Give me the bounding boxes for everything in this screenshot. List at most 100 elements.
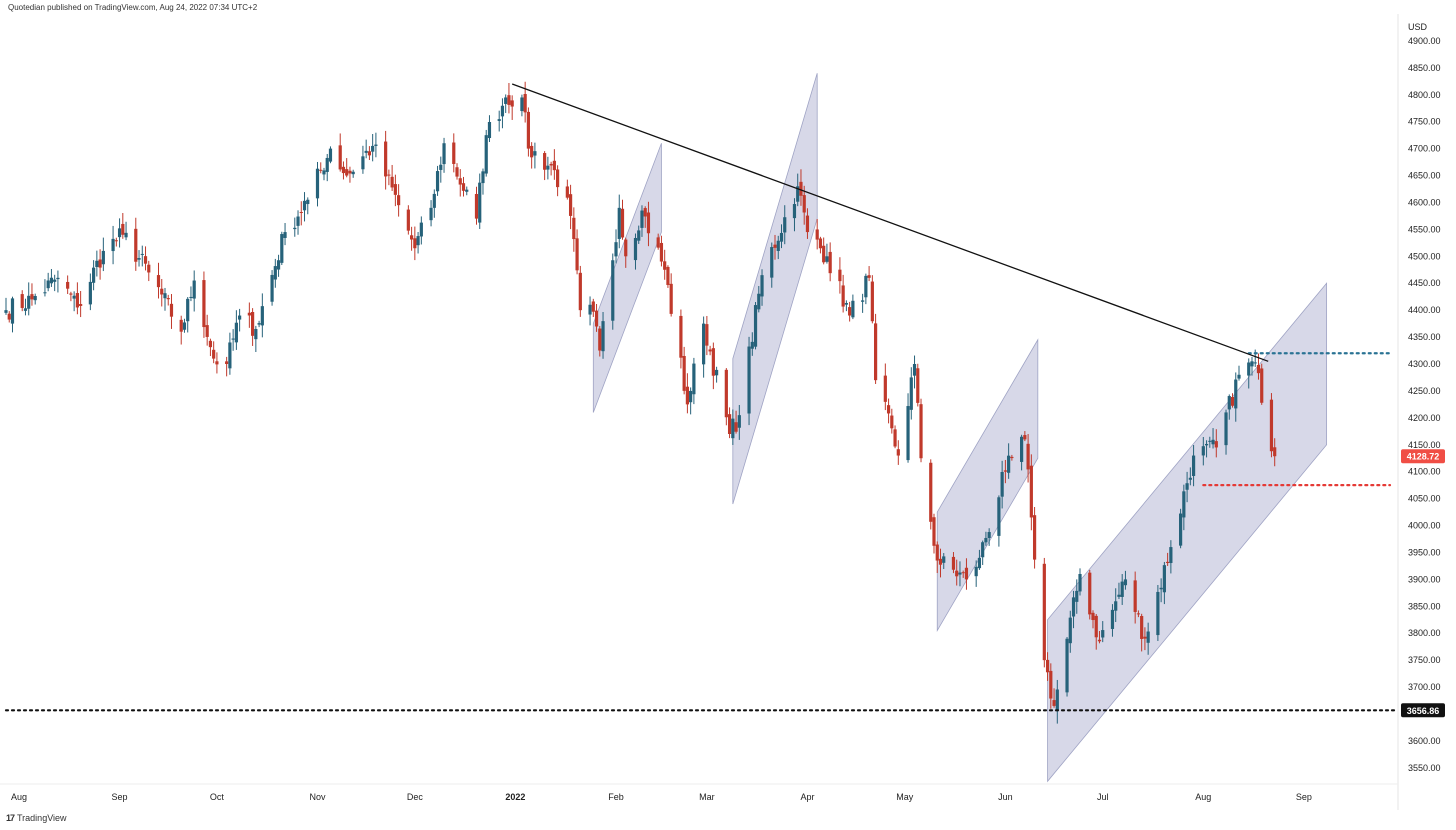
candle: [276, 254, 281, 277]
candle: [251, 308, 255, 346]
candle: [737, 405, 741, 440]
candle: [938, 548, 943, 578]
price-tick-label: 4750.00: [1408, 117, 1441, 127]
price-tick-label: 4100.00: [1408, 467, 1441, 477]
candle: [406, 205, 410, 235]
candle: [705, 315, 709, 356]
candle: [20, 290, 24, 312]
price-tick-label: 3750.00: [1408, 655, 1441, 665]
candle: [53, 274, 57, 292]
candle: [912, 355, 917, 389]
candle: [873, 313, 878, 384]
candle: [283, 223, 287, 246]
candle: [416, 232, 420, 254]
candle: [1020, 434, 1024, 471]
time-tick-label: Sep: [1296, 792, 1312, 802]
candle: [296, 210, 300, 235]
candle: [747, 336, 751, 426]
candle: [409, 226, 414, 251]
candle: [393, 174, 397, 207]
candle: [72, 291, 76, 312]
candle: [254, 325, 258, 353]
candle: [932, 513, 936, 554]
regression-channels: [592, 73, 1328, 783]
price-tick-label: 4450.00: [1408, 278, 1441, 288]
candle: [510, 95, 514, 120]
candle: [1269, 393, 1274, 458]
candle: [1078, 568, 1082, 596]
candle: [1191, 445, 1196, 487]
publisher-line: Quotedian published on TradingView.com, …: [8, 3, 258, 12]
candle: [413, 226, 417, 261]
price-axis[interactable]: 3550.003600.003650.003700.003750.003800.…: [1408, 36, 1441, 773]
candle: [792, 198, 797, 232]
candle: [156, 262, 161, 299]
candle: [7, 311, 11, 323]
candle: [238, 308, 242, 332]
candle: [575, 229, 579, 275]
candle: [1133, 571, 1137, 624]
candle: [838, 257, 842, 294]
candle: [163, 287, 167, 311]
candle: [202, 271, 206, 338]
candle: [614, 229, 618, 264]
candle: [260, 293, 264, 338]
candle: [578, 265, 582, 317]
time-axis[interactable]: Aug Sep Oct Nov Dec 2022 Feb Mar Apr May Jun Jul Aug…: [11, 792, 1312, 802]
candle: [773, 234, 777, 260]
candle: [30, 283, 34, 306]
candle: [1055, 679, 1059, 724]
candle: [893, 425, 897, 449]
price-tick-label: 4700.00: [1408, 144, 1441, 154]
candle: [958, 561, 962, 587]
candle: [1214, 429, 1218, 458]
candle: [727, 407, 732, 439]
candle: [851, 294, 855, 320]
candle: [1114, 588, 1118, 623]
tradingview-logo-icon: 17: [6, 813, 15, 823]
candle: [442, 137, 446, 173]
candle: [23, 298, 28, 316]
candle: [361, 145, 365, 174]
candle: [543, 151, 547, 181]
candle: [504, 94, 508, 113]
candle: [1117, 582, 1121, 600]
candle: [299, 201, 303, 226]
channel-2: [732, 73, 818, 505]
candle: [10, 296, 15, 333]
candle: [861, 293, 865, 313]
candle: [160, 279, 164, 307]
candle: [1201, 436, 1205, 466]
price-tick-label: 4300.00: [1408, 359, 1441, 369]
price-tick-label: 4900.00: [1408, 36, 1441, 46]
candle: [121, 213, 125, 239]
candle: [166, 294, 170, 306]
candle: [1101, 621, 1105, 643]
candle: [66, 275, 70, 295]
candle: [1159, 578, 1163, 603]
candle: [783, 205, 787, 245]
candle: [935, 541, 939, 574]
candle: [1234, 372, 1238, 422]
candle: [685, 373, 689, 414]
candle: [760, 269, 764, 306]
candle: [1097, 631, 1102, 644]
candle: [556, 165, 560, 197]
candle: [384, 130, 388, 190]
candle: [345, 158, 349, 178]
candle: [117, 218, 122, 248]
candle: [815, 218, 819, 250]
price-tick-label: 3550.00: [1408, 763, 1441, 773]
candle: [757, 286, 761, 313]
time-tick-label: Dec: [407, 792, 424, 802]
candle: [1065, 637, 1069, 697]
candle: [974, 560, 978, 587]
candle: [663, 249, 667, 280]
candle: [1169, 540, 1173, 574]
candle: [419, 216, 423, 245]
candle: [565, 179, 569, 200]
candle: [779, 224, 784, 249]
candle: [27, 282, 31, 316]
candle: [225, 356, 229, 377]
